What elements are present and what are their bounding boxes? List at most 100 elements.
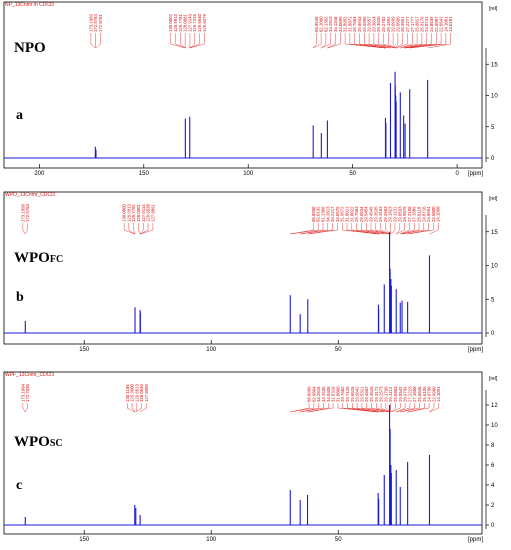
peak-shift-label: 29.0505 <box>395 16 400 32</box>
peak-label-connector <box>378 33 396 49</box>
peak-shift-label: 173.1950 <box>20 203 25 222</box>
peak-shift-label: 14.1061 <box>443 16 448 32</box>
peak-label-connector <box>375 223 391 235</box>
peak-shift-label: 127.8891 <box>150 203 155 222</box>
peak-shift-label: 62.1302 <box>323 16 328 32</box>
peak-label-connector <box>407 403 430 413</box>
peak-label-connector <box>307 223 333 235</box>
peak-shift-label: 27.1689 <box>412 206 417 222</box>
peak-label-connector <box>123 223 136 235</box>
peak-group: 130.0802 129.9913 129.7781 128.0081 127.9143… <box>168 13 207 158</box>
peak-label-connector <box>300 223 329 235</box>
peak-shift-label: 129.9913 <box>173 13 178 32</box>
peak-shift-label: 25.6105 <box>422 386 427 402</box>
x-tick-label: 100 <box>206 537 217 543</box>
peak-label-connector <box>175 33 186 49</box>
peak-label-connector <box>300 403 324 413</box>
peak-shift-label: 130.0802 <box>168 13 173 32</box>
peak-label-connector <box>349 33 386 49</box>
peak-label-connector <box>429 403 439 413</box>
peak-shift-label: 68.8966 <box>307 386 312 402</box>
peak-shift-label: 129.7781 <box>131 203 136 222</box>
peak-label-connector <box>429 403 435 413</box>
peak-label-connector <box>290 403 310 413</box>
peak-shift-label: 129.7781 <box>178 13 183 32</box>
plot-frame <box>3 371 483 535</box>
peak-shift-label: 34.0899 <box>338 16 343 32</box>
peak-shift-label: 29.0999 <box>391 16 396 32</box>
peak-shift-label: 29.2663 <box>383 206 388 222</box>
peak-shift-label: 29.0533 <box>397 206 402 222</box>
peak-shift-label: 31.8621 <box>345 206 350 222</box>
peak-label-connector <box>395 33 399 49</box>
peak-label-connector <box>385 403 391 413</box>
spectrum-panel-c: WPF_13Cnmr_CDCl3 WPOSC c 150 100 50 [ppm] 0 2… <box>0 370 511 550</box>
peak-label-connector <box>390 223 392 235</box>
peak-shift-label: 29.4649 <box>369 206 374 222</box>
peak-label-connector <box>403 33 427 49</box>
y-tick-label: 15 <box>491 230 498 236</box>
peak-label-connector <box>429 223 439 235</box>
peak-shift-label: 28.9799 <box>403 386 408 402</box>
peak-label-connector <box>290 223 319 235</box>
sample-label-c: WPOSC <box>14 434 63 451</box>
x-tick-label: 50 <box>335 537 342 543</box>
peak-label-connector <box>140 223 149 235</box>
peak-label-connector <box>140 223 154 235</box>
peak-label-connector <box>396 223 401 235</box>
peak-label-connector <box>407 223 429 235</box>
x-axis-label: [ppm] <box>468 171 483 177</box>
panel-letter-b: b <box>16 290 24 305</box>
spectrum-header-c: WPF_13Cnmr_CDCl3 <box>5 372 55 378</box>
peak-label-connector <box>189 33 205 49</box>
peak-label-connector <box>327 33 336 49</box>
sample-label-sub-c: SC <box>49 438 63 449</box>
peak-label-connector <box>402 223 425 235</box>
peak-label-connector <box>400 33 418 49</box>
peak-shift-label: 172.9784 <box>93 13 98 32</box>
peak-label-connector <box>403 33 423 49</box>
peak-shift-label: 173.1969 <box>88 13 93 32</box>
peak-label-connector <box>380 403 391 413</box>
peak-label-connector <box>300 223 324 235</box>
peak-shift-label: 128.0081 <box>183 13 188 32</box>
peak-shift-label: 68.8950 <box>311 206 316 222</box>
peak-shift-label: 172.9784 <box>25 203 30 222</box>
sample-label-a: NPO <box>14 40 46 57</box>
peak-shift-label: 29.3814 <box>371 16 376 32</box>
spectrum-header-a: NP_13Cnmr in CDCl3 <box>5 2 54 8</box>
peak-label-connector <box>396 403 406 413</box>
peak-shift-label: 22.6541 <box>439 16 444 32</box>
peak-shift-label: 29.3526 <box>369 386 374 402</box>
peak-group: 68.8950 62.0132 61.1306 34.2813 34.2217 34.09… <box>289 206 441 333</box>
peak-label-connector <box>366 223 390 235</box>
y-tick-label: 10 <box>491 94 498 100</box>
x-tick-label: 200 <box>34 171 45 177</box>
peak-label-connector <box>139 223 144 235</box>
peak-shift-label: 29.1114 <box>388 386 393 402</box>
peak-shift-label: 29.5955 <box>362 16 367 32</box>
x-tick-label: 150 <box>139 171 150 177</box>
peak-shift-label: 128.0001 <box>136 203 141 222</box>
peak-label-connector <box>405 33 437 49</box>
peak-label-connector <box>400 403 415 413</box>
peak-label-connector <box>327 33 341 49</box>
peak-group: 173.1969 172.9784 172.8781 <box>88 13 103 158</box>
peak-shift-label: 29.6526 <box>350 386 355 402</box>
peak-label-connector <box>337 403 379 413</box>
peak-label-connector <box>371 403 390 413</box>
peak-label-connector <box>392 33 396 49</box>
peak-label-connector <box>380 223 391 235</box>
peak-label-connector <box>135 403 138 413</box>
peak-label-connector <box>409 33 447 49</box>
peak-label-connector <box>427 33 451 49</box>
peak-label-connector <box>300 403 319 413</box>
peak-label-connector <box>391 403 401 413</box>
peak-label-connector <box>95 33 101 49</box>
peak-label-connector <box>401 223 420 235</box>
peak-shift-label: 25.6846 <box>417 386 422 402</box>
peak-group: 173.1950 172.9784 <box>20 203 30 333</box>
peak-label-connector <box>307 403 334 413</box>
peak-label-connector <box>138 223 141 235</box>
peak-label-connector <box>361 223 385 235</box>
